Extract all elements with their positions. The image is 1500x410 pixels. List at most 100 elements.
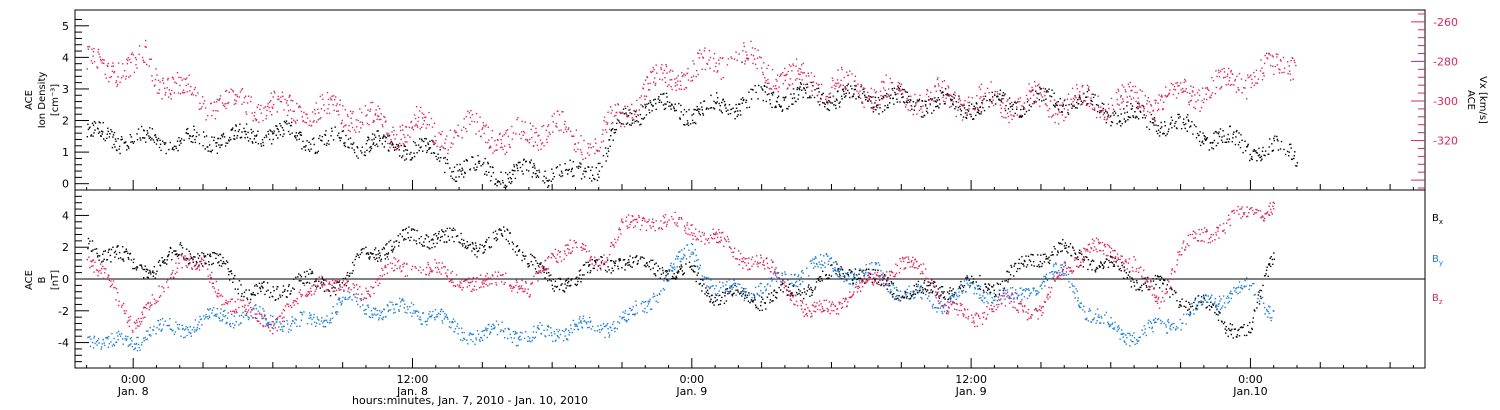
data-point (1039, 260, 1041, 263)
data-point (976, 103, 978, 105)
data-point (889, 291, 891, 293)
data-point (1296, 162, 1299, 164)
data-point (496, 233, 498, 235)
data-point (503, 186, 505, 188)
data-point (984, 92, 986, 95)
data-point (228, 139, 230, 141)
data-point (241, 88, 244, 90)
data-point (805, 92, 807, 94)
data-point (172, 76, 174, 79)
data-point (351, 126, 354, 129)
data-point (916, 99, 919, 101)
data-point (925, 110, 928, 112)
data-point (298, 138, 300, 140)
data-point (372, 121, 374, 124)
data-point (837, 90, 839, 92)
data-point (169, 92, 171, 95)
data-point (1035, 101, 1037, 103)
data-point (261, 139, 264, 141)
data-point (509, 171, 511, 174)
data-point (311, 318, 313, 321)
data-point (132, 142, 135, 144)
data-point (957, 101, 960, 103)
data-point (1014, 100, 1016, 103)
data-point (893, 103, 895, 105)
data-point (731, 57, 733, 60)
data-point (882, 95, 884, 97)
data-point (98, 342, 100, 344)
data-point (702, 112, 704, 115)
data-point (801, 79, 803, 81)
data-point (1259, 156, 1262, 159)
data-point (821, 279, 823, 282)
data-point (803, 83, 805, 85)
data-point (210, 151, 212, 153)
data-point (876, 104, 878, 106)
data-point (129, 75, 132, 77)
data-point (92, 50, 95, 53)
data-point (311, 270, 313, 273)
data-point (267, 289, 269, 291)
data-point (1031, 103, 1034, 105)
data-point (742, 292, 744, 295)
data-point (293, 278, 295, 280)
data-point (156, 140, 159, 142)
data-point (561, 175, 564, 177)
data-point (246, 298, 249, 301)
data-point (1011, 118, 1013, 121)
data-point (1235, 130, 1238, 133)
data-point (1212, 304, 1215, 306)
data-point (848, 92, 850, 94)
data-point (766, 86, 768, 88)
data-point (498, 228, 501, 230)
data-point (557, 278, 560, 280)
data-point (233, 277, 235, 279)
data-point (397, 144, 399, 146)
data-point (213, 252, 215, 254)
data-point (99, 122, 101, 124)
data-point (446, 135, 448, 137)
data-point (1249, 76, 1251, 78)
data-point (711, 302, 714, 304)
data-point (426, 123, 429, 126)
data-point (1032, 89, 1034, 91)
data-point (1276, 56, 1278, 58)
data-point (935, 106, 937, 108)
data-point (713, 70, 715, 72)
data-point (215, 142, 217, 144)
data-point (1183, 90, 1185, 92)
data-point (149, 136, 151, 138)
data-point (1255, 69, 1258, 71)
data-point (871, 96, 873, 98)
data-point (649, 82, 651, 85)
data-point (156, 270, 158, 272)
data-point (313, 313, 315, 316)
data-point (1020, 114, 1022, 116)
data-point (845, 92, 847, 94)
data-point (1161, 96, 1163, 98)
data-point (632, 257, 634, 259)
data-point (433, 152, 436, 154)
data-point (685, 87, 688, 89)
data-point (571, 135, 573, 137)
data-point (483, 246, 485, 248)
data-point (378, 115, 380, 117)
data-point (552, 288, 554, 290)
data-point (260, 143, 262, 145)
data-point (1153, 117, 1156, 119)
data-point (890, 280, 892, 283)
data-point (661, 64, 663, 66)
data-point (594, 138, 596, 140)
data-point (370, 101, 372, 104)
data-point (178, 144, 181, 146)
data-point (90, 134, 93, 136)
data-point (746, 54, 748, 56)
data-point (266, 105, 269, 108)
data-point (665, 65, 668, 68)
data-point (309, 143, 312, 145)
data-point (1161, 276, 1163, 279)
data-point (533, 256, 535, 258)
data-point (120, 77, 123, 79)
data-point (1224, 76, 1226, 78)
data-point (111, 146, 114, 149)
